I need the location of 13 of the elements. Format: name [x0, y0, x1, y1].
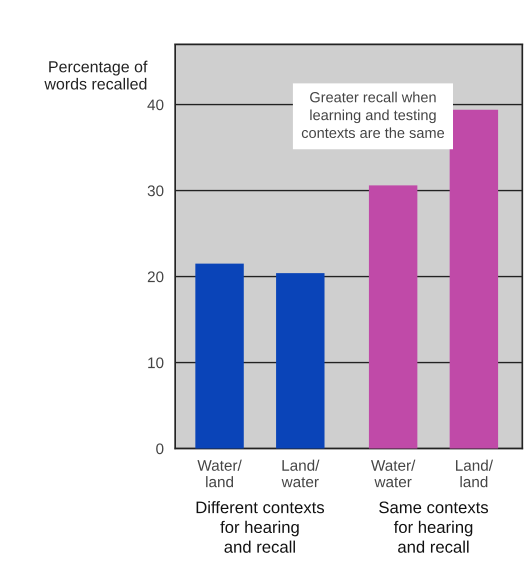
y-tick-label: 40	[147, 99, 164, 110]
x-tick-label: Land/ water	[282, 460, 320, 488]
text: Different contexts for hearing and recall	[196, 501, 324, 553]
y-tick-label: 20	[148, 271, 164, 282]
y-tick-label: 10	[148, 357, 164, 368]
y-tick-label: 30	[148, 185, 164, 196]
y-axis-title: Percentage of words recalled	[44, 60, 148, 90]
x-tick-label: Land/ land	[456, 460, 493, 488]
annotation: Greater recall when learning and testing contexts are the same	[302, 92, 444, 138]
y-tick-label: 0	[156, 443, 164, 454]
x-tick-label: Water/ land	[197, 460, 242, 488]
text: Same contexts for hearing and recall	[379, 501, 488, 553]
x-tick-label: Water/ water	[371, 460, 416, 488]
